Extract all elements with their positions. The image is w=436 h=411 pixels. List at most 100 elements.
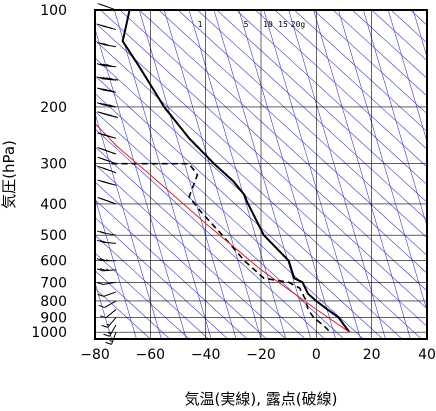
- adiabat-line: [197, 10, 427, 221]
- y-tick-label: 200: [40, 100, 67, 116]
- wind-barb-flag: [103, 180, 110, 184]
- wind-barb: [97, 165, 117, 174]
- adiabat-line: [95, 270, 170, 339]
- mixing-ratio-line: [363, 10, 427, 228]
- wind-barb-flag: [99, 76, 107, 80]
- wind-barb: [97, 132, 117, 139]
- wind-barb-flag: [98, 304, 105, 308]
- wind-barb-flag: [102, 76, 110, 80]
- wind-barb: [97, 102, 117, 108]
- wind-barb-flag: [105, 63, 113, 67]
- wind-barb-flag: [99, 230, 107, 234]
- wind-barb-flag: [97, 293, 104, 297]
- wind-barb-flag: [103, 25, 110, 29]
- adiabat-line: [332, 10, 427, 97]
- series-group: [95, 10, 351, 333]
- wind-barb-flag: [102, 63, 110, 67]
- adiabat-line: [139, 10, 427, 274]
- plot-frame: [94, 9, 428, 340]
- wind-barb-flag: [96, 76, 104, 80]
- x-tick-label: 20: [363, 347, 381, 363]
- wind-barb: [97, 156, 117, 165]
- wind-barb-flag: [103, 333, 110, 337]
- mixing-ratio-line: [338, 10, 427, 312]
- mixing-ratio-label: 20g: [291, 20, 306, 29]
- x-tick-label: −20: [246, 347, 276, 363]
- wind-barb-flag: [99, 258, 107, 262]
- x-tick-label: −60: [136, 347, 166, 363]
- wind-barb-flag: [103, 158, 110, 162]
- wind-barb: [97, 230, 117, 236]
- wind-barb-flag: [108, 89, 116, 93]
- wind-barb-half: [111, 152, 116, 155]
- x-tick-label: −40: [191, 347, 221, 363]
- adiabat-line: [95, 128, 325, 339]
- grid-lines: [95, 10, 427, 339]
- wind-barb-half: [109, 340, 113, 343]
- wind-barb-flag: [96, 63, 104, 67]
- wind-barb-flag: [108, 104, 116, 108]
- mixing-ratio-label: 15: [278, 20, 288, 29]
- mixing-ratio-label: 1: [198, 20, 203, 29]
- adiabat-line: [255, 10, 427, 168]
- mixing-ratio-line: [213, 10, 312, 339]
- wind-barb-half: [109, 201, 113, 204]
- wind-barb-half: [114, 116, 119, 119]
- adiabat-line: [95, 252, 190, 339]
- adiabat-line: [95, 163, 287, 339]
- wind-barb: [97, 87, 117, 93]
- mixing-ratio-line: [238, 10, 336, 339]
- wind-barb-flag: [97, 282, 104, 285]
- mixing-ratio-line: [95, 27, 187, 339]
- wind-barb: [101, 317, 117, 328]
- wind-barb-flag: [105, 77, 113, 81]
- y-tick-label: 900: [40, 310, 67, 326]
- wind-barb: [97, 23, 117, 31]
- mixing-ratio-labels: 1 5 10 15 20g: [198, 20, 306, 29]
- wind-barb-flag: [99, 63, 107, 67]
- wind-barb-half: [106, 323, 110, 326]
- adiabat-line: [352, 10, 427, 79]
- wind-barb: [96, 268, 117, 272]
- wind-barb: [97, 281, 117, 286]
- mixing-ratio-line: [95, 112, 162, 339]
- wind-barb-flag: [103, 167, 110, 171]
- adiabat-line: [293, 10, 427, 132]
- wind-barb-flag: [99, 239, 107, 243]
- mixing-ratio-label: 5: [244, 20, 249, 29]
- adiabat-line: [410, 10, 427, 26]
- wind-barb: [96, 258, 116, 262]
- wind-barb-flag: [99, 268, 107, 272]
- wind-barb: [96, 239, 117, 244]
- temperature-line: [121, 10, 351, 333]
- wind-barb: [97, 291, 117, 297]
- mixing-ratio-line: [138, 10, 237, 339]
- y-tick-label: 1000: [31, 325, 67, 341]
- x-axis-label: 気温(実線), 露点(破線): [185, 390, 338, 408]
- wind-barb-flag: [96, 258, 104, 262]
- wind-barb-flag: [106, 150, 113, 154]
- wind-barb-flag: [105, 341, 112, 345]
- mixing-ratio-line: [263, 10, 361, 339]
- mixing-ratio-line: [313, 10, 411, 339]
- wind-barb: [103, 324, 117, 337]
- adiabat-line: [430, 10, 436, 339]
- adiabat-line: [95, 110, 345, 339]
- wind-barb-flag: [96, 239, 104, 243]
- adiabat-line: [313, 10, 427, 115]
- wind-barb-half: [105, 259, 110, 262]
- y-tick-label: 100: [40, 3, 67, 19]
- wind-barbs: [96, 3, 119, 345]
- wind-barb-shaft: [103, 281, 117, 286]
- adiabat-line: [216, 10, 427, 203]
- adiabat-line: [95, 234, 209, 339]
- wind-barb-flag: [105, 134, 113, 138]
- mixing-ratio-line: [412, 10, 427, 59]
- adiabat-line: [95, 39, 422, 339]
- wind-barb-flag: [102, 43, 110, 46]
- adiabat-line: [95, 146, 306, 339]
- adiabat-line: [235, 10, 427, 186]
- adiabat-line: [100, 10, 427, 310]
- wind-barb-half: [108, 27, 113, 29]
